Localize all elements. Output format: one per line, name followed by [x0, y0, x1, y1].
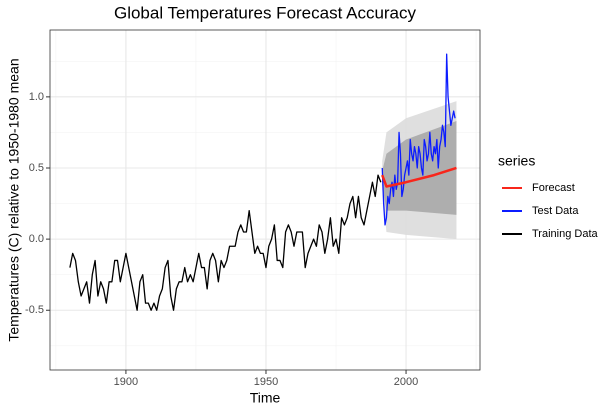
x-tick-label: 2000 [394, 376, 418, 388]
y-tick-label: 0.0 [29, 233, 44, 245]
legend-label: Training Data [532, 228, 599, 240]
x-tick-label: 1950 [254, 376, 278, 388]
legend-title: series [498, 153, 535, 169]
y-axis-label: Temperatures (C) relative to 1950-1980 m… [6, 58, 22, 341]
prediction-band [382, 121, 457, 215]
y-tick-label: -0.5 [25, 304, 44, 316]
y-tick-label: 1.0 [29, 91, 44, 103]
y-tick-label: 0.5 [29, 162, 44, 174]
series-line [381, 53, 456, 226]
x-axis-label: Time [250, 390, 281, 406]
legend-label: Forecast [532, 182, 575, 194]
series-line [69, 174, 382, 311]
x-tick-label: 1900 [114, 376, 138, 388]
plot-border [49, 29, 481, 371]
series-line [381, 166, 457, 188]
legend-label: Test Data [532, 205, 579, 217]
chart-title: Global Temperatures Forecast Accuracy [114, 3, 417, 22]
